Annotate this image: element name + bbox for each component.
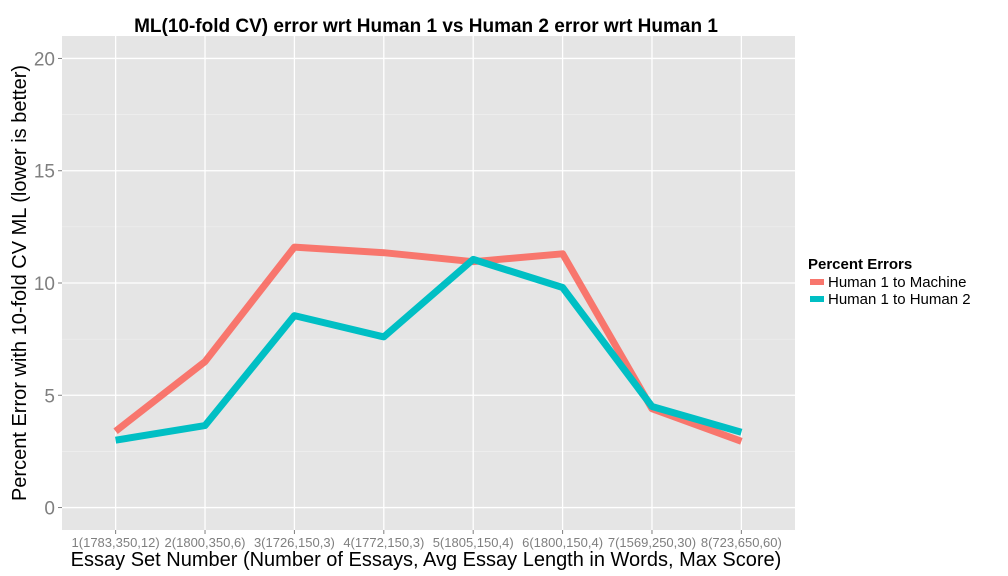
- x-tick-label: 5(1805,150,4): [433, 535, 514, 550]
- legend-label-human-human: Human 1 to Human 2: [828, 291, 971, 308]
- x-tick-label: 2(1800,350,6): [165, 535, 246, 550]
- x-tick-label: 7(1569,250,30): [608, 535, 696, 550]
- x-tick-label: 3(1726,150,3): [254, 535, 335, 550]
- y-tick-label: 20: [34, 49, 55, 70]
- x-tick-label: 4(1772,150,3): [343, 535, 424, 550]
- legend: Percent Errors Human 1 to Machine Human …: [808, 256, 971, 308]
- y-tick-label: 0: [44, 499, 55, 520]
- series-lines: [113, 243, 743, 445]
- y-tick-label: 5: [44, 386, 55, 407]
- y-axis-ticks: 0 5 10 15 20: [34, 49, 62, 520]
- y-axis-title: Percent Error with 10-fold CV ML (lower …: [9, 65, 31, 501]
- x-axis-ticks: 1(1783,350,12) 2(1800,350,6) 3(1726,150,3)…: [72, 530, 782, 550]
- x-tick-label: 6(1800,150,4): [522, 535, 603, 550]
- legend-label-human-machine: Human 1 to Machine: [828, 274, 966, 291]
- x-tick-label: 8(723,650,60): [701, 535, 782, 550]
- series-line-1: [115, 255, 743, 444]
- y-tick-label: 10: [34, 274, 55, 295]
- legend-title: Percent Errors: [808, 256, 912, 273]
- x-axis-title: Essay Set Number (Number of Essays, Avg …: [71, 549, 782, 571]
- grid-lines: [62, 36, 795, 530]
- y-tick-label: 15: [34, 162, 55, 183]
- chart-title: ML(10-fold CV) error wrt Human 1 vs Huma…: [134, 16, 718, 37]
- x-tick-label: 1(1783,350,12): [72, 535, 160, 550]
